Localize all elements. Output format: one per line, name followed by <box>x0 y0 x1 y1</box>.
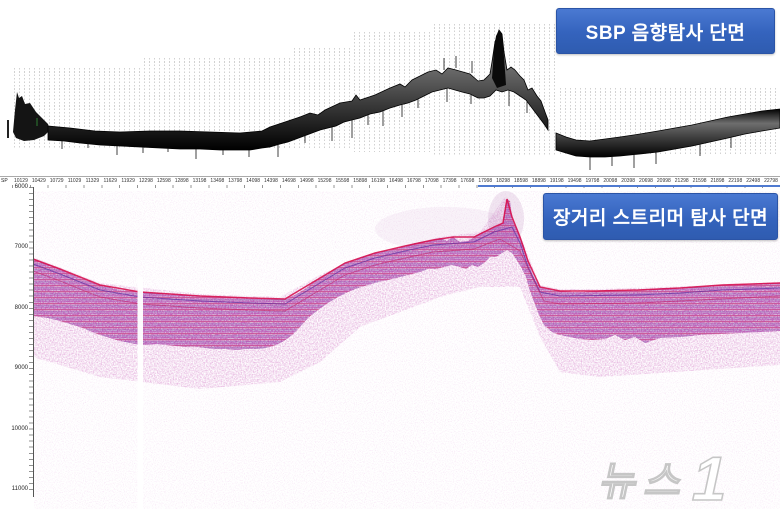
sp-scale-row: 10129 10429 10729 11029 11329 11629 11929 12298… <box>12 178 780 185</box>
highlight-range-underline <box>478 185 780 188</box>
sp-tick-label: 10129 <box>13 178 28 184</box>
sp-axis-label: SP <box>1 178 8 184</box>
sbp-profile-image <box>7 29 780 170</box>
sp-tick-label: 13498 <box>210 178 225 184</box>
sp-tick-label: 16198 <box>371 178 386 184</box>
sp-tick-label: 22798 <box>764 178 778 184</box>
sp-tick-label: 15598 <box>335 178 350 184</box>
sp-tick-label: 22198 <box>728 178 743 184</box>
sp-tick-label: 10429 <box>31 178 46 184</box>
sp-tick-label: 10729 <box>49 178 64 184</box>
sp-tick-label: 20698 <box>639 178 653 184</box>
sp-tick-label: 17098 <box>424 178 439 184</box>
sp-tick-label: 14098 <box>246 178 261 184</box>
sp-tick-label: 14998 <box>299 178 314 184</box>
sp-tick-label: 21298 <box>674 178 689 184</box>
sp-tick-label: 11629 <box>103 178 117 184</box>
sbp-seafloor-band <box>47 29 549 151</box>
sp-tick-label: 13198 <box>192 178 207 184</box>
sbp-start-wedge <box>13 92 50 141</box>
sp-tick-label: 14698 <box>281 178 296 184</box>
sp-tick-label: 16798 <box>406 178 421 184</box>
sp-tick-label: 13798 <box>228 178 243 184</box>
sp-tick-label: 16498 <box>389 178 403 184</box>
streamer-section-panel: SP 10129 10429 10729 11029 11329 11629 11929 12… <box>0 176 780 514</box>
sp-tick-label: 17998 <box>478 178 493 184</box>
sp-tick-label: 20398 <box>621 178 636 184</box>
sp-tick-label: 21898 <box>710 178 725 184</box>
sbp-caption-label: SBP 음향탐사 단면 <box>585 22 746 44</box>
sp-tick-strip <box>12 185 780 188</box>
sp-tick-label: 19798 <box>585 178 600 184</box>
seafloor-reflector-lines <box>32 198 780 312</box>
sp-tick-label: 18298 <box>496 178 511 184</box>
sp-tick-label: 19498 <box>567 178 582 184</box>
streamer-caption-box: 장거리 스트리머 탐사 단면 <box>543 193 778 240</box>
sp-tick-label: 18598 <box>514 178 528 184</box>
sbp-section-panel: SBP 음향탐사 단면 <box>0 0 780 176</box>
sp-tick-label: 17698 <box>460 178 475 184</box>
sp-tick-label: 19198 <box>549 178 564 184</box>
sbp-noise-ticks <box>61 56 732 170</box>
data-gap-column <box>137 277 143 512</box>
sp-tick-label: 17398 <box>442 178 457 184</box>
sbp-caption-box: SBP 음향탐사 단면 <box>556 8 775 54</box>
sp-tick-label: 12898 <box>174 178 189 184</box>
news1-watermark-text: 뉴스 <box>596 459 696 504</box>
sp-tick-label: 15898 <box>353 178 368 184</box>
time-axis-line <box>33 187 34 497</box>
sp-tick-label: 11329 <box>85 178 100 184</box>
sp-tick-label: 21598 <box>692 178 707 184</box>
streamer-caption-label: 장거리 스트리머 탐사 단면 <box>552 208 769 229</box>
sbp-seafloor-band-right <box>555 108 780 158</box>
sp-tick-label: 12298 <box>138 178 153 184</box>
news1-watermark: 뉴스 1 <box>596 445 736 514</box>
sp-tick-label: 15298 <box>317 178 332 184</box>
time-axis-minor-ticks <box>29 187 33 491</box>
streamer-profile-image <box>32 191 780 512</box>
sbp-diffraction-spike <box>492 30 506 88</box>
sp-tick-label: 12598 <box>156 178 171 184</box>
sp-tick-label: 20998 <box>656 178 671 184</box>
sp-tick-label: 18898 <box>531 178 546 184</box>
sp-tick-label: 14398 <box>264 178 278 184</box>
sp-tick-label: 22498 <box>746 178 761 184</box>
sp-tick-label: 11929 <box>121 178 135 184</box>
sp-tick-label: 20098 <box>603 178 618 184</box>
sp-tick-label: 11029 <box>67 178 82 184</box>
